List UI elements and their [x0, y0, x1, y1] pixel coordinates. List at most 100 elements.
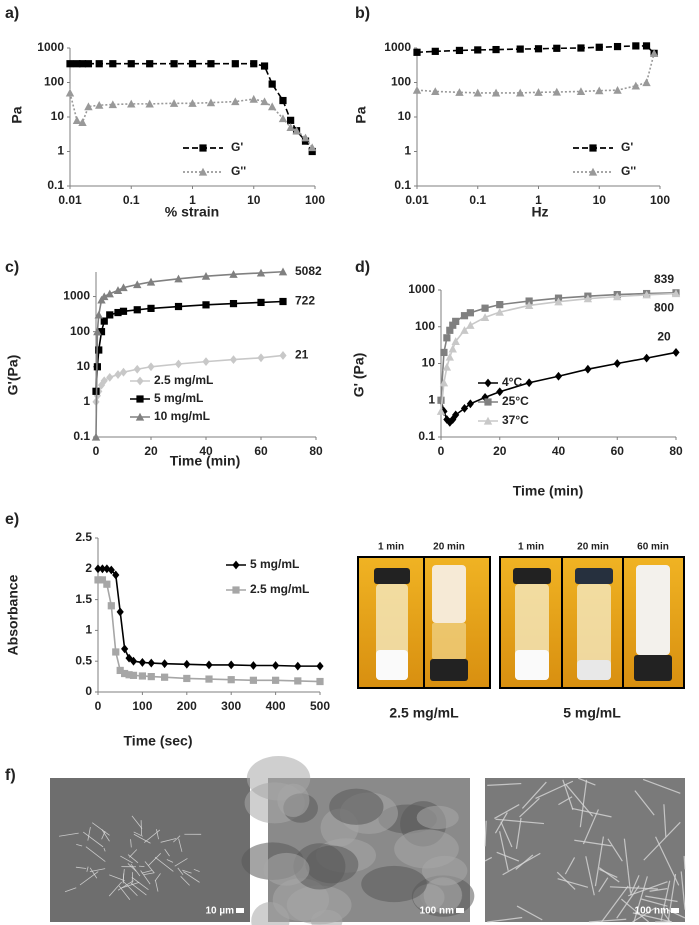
sem-fiber — [616, 885, 640, 919]
x-axis-title: Time (sec) — [124, 733, 193, 749]
marker — [125, 671, 133, 679]
marker — [147, 304, 155, 312]
sem-fiber — [133, 831, 143, 837]
legend-label: 5 mg/mL — [250, 557, 299, 571]
marker — [129, 671, 138, 679]
marker — [72, 116, 82, 124]
vial-photos: 1 min 20 min 1 min 20 min 60 min 2.5 mg/… — [357, 542, 685, 721]
panel-label: e) — [5, 511, 19, 528]
marker — [268, 80, 276, 88]
legend-marker — [198, 167, 208, 176]
marker — [106, 311, 114, 319]
marker — [534, 88, 543, 96]
y-axis-title: Pa — [9, 106, 25, 123]
legend-marker — [483, 416, 493, 425]
sem-fiber — [109, 874, 125, 882]
vial-body — [577, 584, 611, 680]
marker — [279, 96, 287, 105]
sem-fiber — [177, 867, 184, 876]
marker — [106, 372, 114, 382]
sem-fiber — [131, 877, 149, 890]
marker — [113, 286, 123, 294]
sem-fiber — [127, 863, 137, 872]
y-tick-label: 0.1 — [418, 429, 435, 443]
marker — [260, 97, 269, 106]
x-tick-label: 80 — [669, 444, 683, 458]
x-tick-label: 20 — [144, 444, 158, 458]
legend-label: 5 mg/mL — [154, 391, 203, 405]
legend-marker — [135, 412, 145, 421]
marker — [133, 306, 141, 314]
vial — [430, 565, 468, 681]
sem-fiber — [127, 854, 139, 864]
marker — [496, 387, 504, 397]
panel-label: b) — [355, 5, 370, 22]
marker — [183, 659, 191, 669]
marker — [121, 644, 129, 654]
marker — [278, 114, 288, 123]
sem-fiber — [660, 880, 671, 921]
sem-fiber — [129, 849, 138, 858]
marker — [460, 312, 469, 320]
panel-label: d) — [355, 259, 370, 276]
marker — [93, 391, 101, 401]
x-axis-title: Time (min) — [170, 453, 241, 469]
y-tick-label: 0.1 — [394, 178, 411, 192]
marker — [524, 301, 534, 310]
marker — [202, 301, 210, 309]
y-tick-label: 1 — [85, 623, 92, 637]
marker — [100, 317, 108, 325]
marker — [552, 87, 561, 96]
marker — [256, 268, 266, 277]
sem-fiber — [130, 839, 132, 848]
x-axis-title: % strain — [165, 204, 219, 220]
y-tick-label: 10 — [77, 359, 91, 373]
sem-fiber — [535, 780, 574, 799]
sem-fiber — [85, 846, 106, 862]
sem-fiber — [623, 838, 632, 893]
end-label: 800 — [654, 301, 674, 315]
sem-images: f) 10 µm 100 nm 100 nm — [5, 756, 686, 925]
sem-grain — [394, 829, 459, 869]
sem-fiber — [667, 873, 677, 923]
marker — [95, 346, 103, 354]
x-tick-label: 0.01 — [58, 193, 82, 207]
marker — [119, 283, 128, 292]
marker — [649, 49, 659, 57]
y-tick-label: 10 — [51, 109, 65, 123]
legend-label: G' — [621, 140, 633, 154]
sem-image — [50, 778, 250, 922]
marker — [94, 576, 102, 584]
y-axis-title: G' (Pa) — [351, 353, 367, 398]
sem-fiber — [515, 817, 522, 849]
marker — [460, 404, 469, 413]
x-tick-label: 40 — [199, 444, 213, 458]
sem-fiber — [601, 885, 629, 923]
sem-fiber — [629, 875, 640, 896]
sem-fiber — [558, 796, 573, 806]
marker — [133, 280, 142, 289]
sem-fiber — [607, 838, 623, 862]
marker — [107, 602, 115, 610]
marker — [449, 321, 457, 329]
sem-fiber — [79, 871, 99, 886]
marker — [267, 102, 277, 111]
scale-bar-label: 10 µm — [205, 906, 234, 917]
marker — [554, 297, 563, 306]
marker — [413, 48, 421, 56]
sem-fiber — [484, 856, 493, 862]
legend-marker — [588, 167, 598, 176]
time-label: 1 min — [518, 542, 544, 553]
sem-fiber — [154, 856, 174, 872]
marker — [287, 116, 295, 124]
sem-fiber — [633, 876, 648, 923]
sem-fiber — [120, 855, 133, 864]
sem-fiber — [667, 909, 686, 919]
sem-fiber — [180, 876, 190, 886]
marker — [316, 677, 324, 686]
sem-fiber — [83, 831, 104, 848]
x-tick-label: 60 — [254, 444, 268, 458]
marker — [66, 60, 74, 68]
marker — [116, 666, 124, 675]
